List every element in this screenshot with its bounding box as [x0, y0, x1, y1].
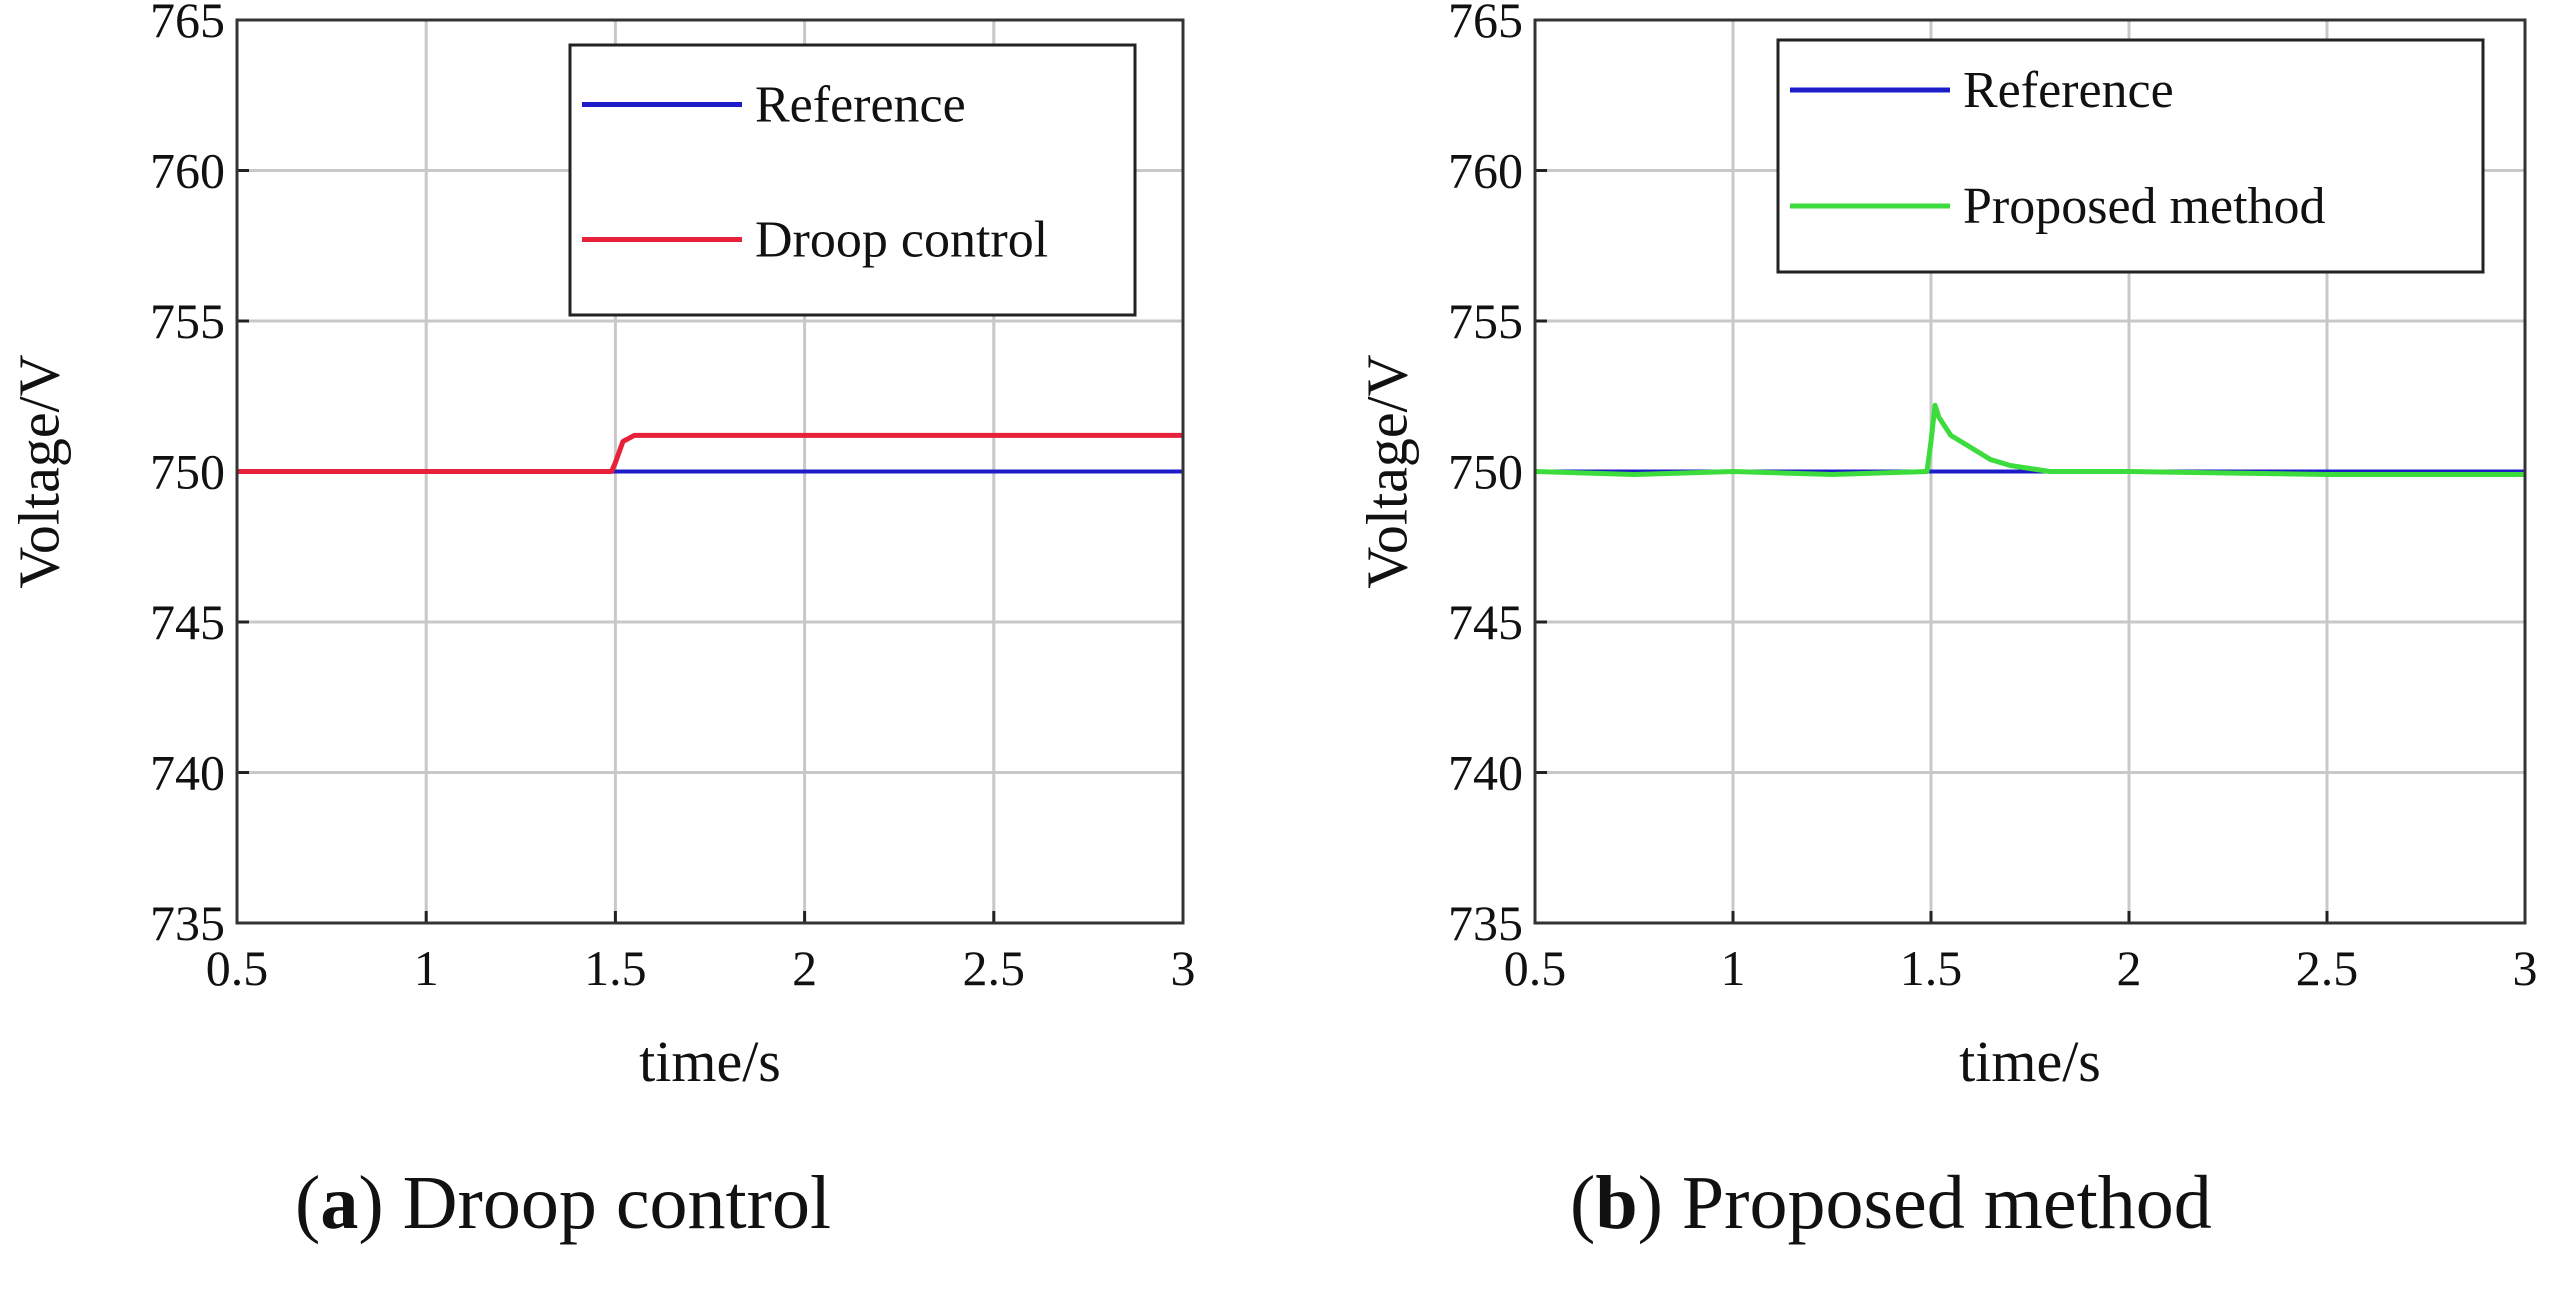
x-tick-label: 2: [792, 940, 817, 996]
panel-a: 0.5 1 1.5 2 2.5 3 735 740 745 750 755 760 765 Referen…: [6, 0, 1195, 1094]
caption-b-text: Proposed method: [1681, 1161, 2212, 1245]
x-tick-label: 1: [414, 940, 439, 996]
legend-box: [568, 43, 1137, 317]
series-line-2: [237, 432, 1183, 474]
y-tick-label: 760: [1448, 143, 1523, 199]
x-tick-label: 2: [2117, 940, 2142, 996]
y-tick-label: 755: [150, 293, 225, 349]
x-tick-label: 3: [2513, 940, 2538, 996]
caption-a-letter: a: [320, 1161, 359, 1245]
x-tick-label: 1.5: [1900, 940, 1963, 996]
y-tick-label: 755: [1448, 293, 1523, 349]
y-tick-label: 735: [1448, 895, 1523, 951]
caption-b-letter: b: [1595, 1161, 1638, 1245]
x-tick-label: 1: [1721, 940, 1746, 996]
y-tick-label: 750: [1448, 444, 1523, 500]
y-tick-label: 750: [150, 444, 225, 500]
y-tick-label: 760: [150, 143, 225, 199]
legend-box: [1776, 38, 2485, 274]
panel-b: 0.5 1 1.5 2 2.5 3 735 740 745 750 755 760 765 Referen…: [1354, 0, 2537, 1094]
legend-label-2: Droop control: [755, 212, 1048, 269]
y-tick-label: 745: [1448, 594, 1523, 650]
series-line-2: [1534, 402, 2525, 477]
y-tick-label: 745: [150, 594, 225, 650]
y-tick-label: 740: [1448, 745, 1523, 801]
axes-frame: [1533, 18, 2527, 925]
legend-label-1: Reference: [1963, 62, 2174, 119]
y-tick-label: 765: [1448, 0, 1523, 48]
y-tick-label: 740: [150, 745, 225, 801]
x-tick-label: 2.5: [2296, 940, 2359, 996]
x-tick-label: 2.5: [963, 940, 1026, 996]
x-tick-label: 0.5: [206, 940, 269, 996]
caption-a-text: Droop control: [402, 1161, 832, 1245]
y-tick-label: 735: [150, 895, 225, 951]
x-tick-label: 3: [1171, 940, 1196, 996]
caption-a: (a) Droop control: [295, 1161, 832, 1245]
caption-b: (b) Proposed method: [1570, 1161, 2212, 1245]
y-axis-label: Voltage/V: [1354, 354, 1419, 588]
legend-label-2: Proposed method: [1963, 178, 2326, 235]
legend-label-1: Reference: [755, 77, 966, 134]
x-axis-label: time/s: [639, 1029, 781, 1094]
x-axis-label: time/s: [1959, 1029, 2101, 1094]
axes-frame: [235, 18, 1185, 925]
x-tick-label: 1.5: [584, 940, 647, 996]
x-tick-label: 0.5: [1504, 940, 1567, 996]
y-tick-label: 765: [150, 0, 225, 48]
y-axis-label: Voltage/V: [6, 354, 71, 588]
